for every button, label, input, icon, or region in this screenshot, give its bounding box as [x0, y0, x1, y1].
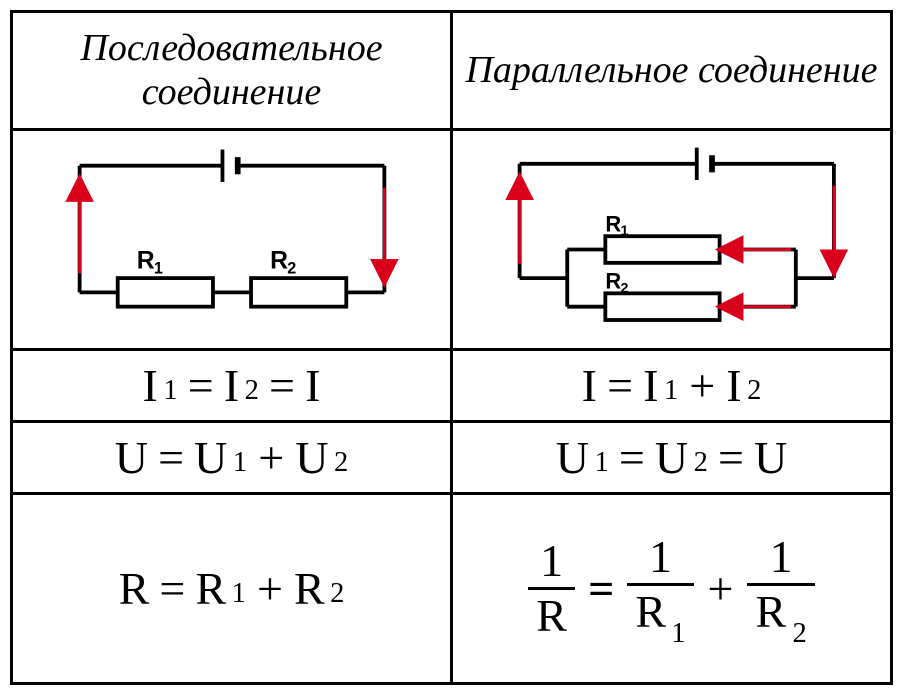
parallel-circuit-diagram: R 1 R 2	[472, 140, 872, 340]
header-series: Последовательное соединение	[13, 13, 453, 131]
formula-parallel-R: 1 R = 1 R1 + 1 R2	[525, 534, 818, 644]
svg-text:R: R	[605, 268, 621, 293]
sub: 2	[694, 447, 708, 479]
sub: 2	[245, 375, 259, 407]
formula-parallel-U-cell: U1 = U2 = U	[453, 423, 893, 495]
eq-sign: =	[614, 431, 649, 484]
eq-sign: =	[264, 359, 299, 412]
current-arrows	[79, 187, 384, 273]
battery-icon	[696, 147, 711, 179]
resistor-r1: R 1	[605, 211, 719, 262]
formula-parallel-I: I = I1 + I2	[582, 359, 762, 412]
comparison-table: Последовательное соединение Параллельное…	[10, 10, 893, 685]
diagram-series-cell: R 1 R 2	[13, 131, 453, 351]
sub: 1	[233, 447, 247, 479]
var: U	[194, 431, 227, 484]
resistor-r2: R 2	[605, 268, 719, 319]
sub: 1	[594, 447, 608, 479]
var: R	[119, 562, 150, 615]
resistor-r1: R 1	[117, 247, 212, 306]
formula-series-U-cell: U = U1 + U2	[13, 423, 453, 495]
sub: 2	[792, 618, 806, 649]
sub: 1	[232, 578, 246, 610]
sub: 1	[163, 375, 177, 407]
frac-den: R2	[747, 589, 815, 644]
formula-series-U: U = U1 + U2	[115, 431, 348, 484]
wire-loop	[79, 166, 384, 293]
eq-sign: =	[154, 431, 189, 484]
plus-sign: +	[253, 431, 290, 484]
diagram-parallel-cell: R 1 R 2	[453, 131, 893, 351]
formula-series-I: I1 = I2 = I	[143, 359, 321, 412]
var: I	[582, 359, 597, 412]
series-circuit-diagram: R 1 R 2	[32, 140, 432, 340]
svg-text:R: R	[605, 211, 621, 236]
formula-series-I-cell: I1 = I2 = I	[13, 351, 453, 423]
var: I	[143, 359, 158, 412]
var: R	[195, 562, 226, 615]
svg-text:1: 1	[620, 223, 628, 239]
header-parallel: Параллельное соединение	[453, 13, 893, 131]
sub: 2	[334, 447, 348, 479]
plus-sign: +	[702, 562, 739, 615]
eq-sign: =	[155, 562, 190, 615]
svg-text:R: R	[270, 247, 288, 274]
var: U	[115, 431, 148, 484]
formula-series-R-cell: R = R1 + R2	[13, 495, 453, 685]
var: U	[556, 431, 589, 484]
var: I	[643, 359, 658, 412]
plus-sign: +	[251, 562, 288, 615]
sub: 1	[664, 375, 678, 407]
resistor-r2: R 2	[251, 247, 346, 306]
frac-den: R1	[627, 589, 694, 644]
sub: 2	[747, 375, 761, 407]
formula-parallel-R-cell: 1 R = 1 R1 + 1 R2	[453, 495, 893, 685]
var: U	[655, 431, 688, 484]
fraction: 1 R1	[627, 534, 694, 644]
var: I	[305, 359, 320, 412]
var: U	[295, 431, 328, 484]
header-parallel-text: Параллельное соединение	[465, 49, 877, 93]
fraction: 1 R2	[747, 534, 815, 644]
svg-text:2: 2	[620, 280, 628, 296]
svg-text:R: R	[136, 247, 154, 274]
svg-text:1: 1	[153, 259, 162, 277]
var: U	[754, 431, 787, 484]
header-series-text: Последовательное соединение	[21, 27, 442, 114]
svg-text:2: 2	[287, 259, 296, 277]
formula-series-R: R = R1 + R2	[119, 562, 345, 615]
sub: 1	[671, 618, 685, 649]
battery-icon	[222, 149, 237, 181]
var: R	[635, 586, 666, 637]
var: I	[726, 359, 741, 412]
sub: 2	[330, 578, 344, 610]
eq-sign: =	[583, 562, 618, 615]
plus-sign: +	[684, 359, 721, 412]
var: I	[224, 359, 239, 412]
formula-parallel-I-cell: I = I1 + I2	[453, 351, 893, 423]
formula-parallel-U: U1 = U2 = U	[556, 431, 788, 484]
eq-sign: =	[183, 359, 218, 412]
var: R	[756, 586, 787, 637]
frac-num: 1	[761, 534, 801, 580]
frac-num: 1	[641, 534, 681, 580]
fraction: 1 R	[528, 538, 575, 639]
frac-den: R	[528, 593, 575, 639]
var: R	[294, 562, 325, 615]
frac-num: 1	[532, 538, 572, 584]
eq-sign: =	[602, 359, 637, 412]
eq-sign: =	[713, 431, 748, 484]
